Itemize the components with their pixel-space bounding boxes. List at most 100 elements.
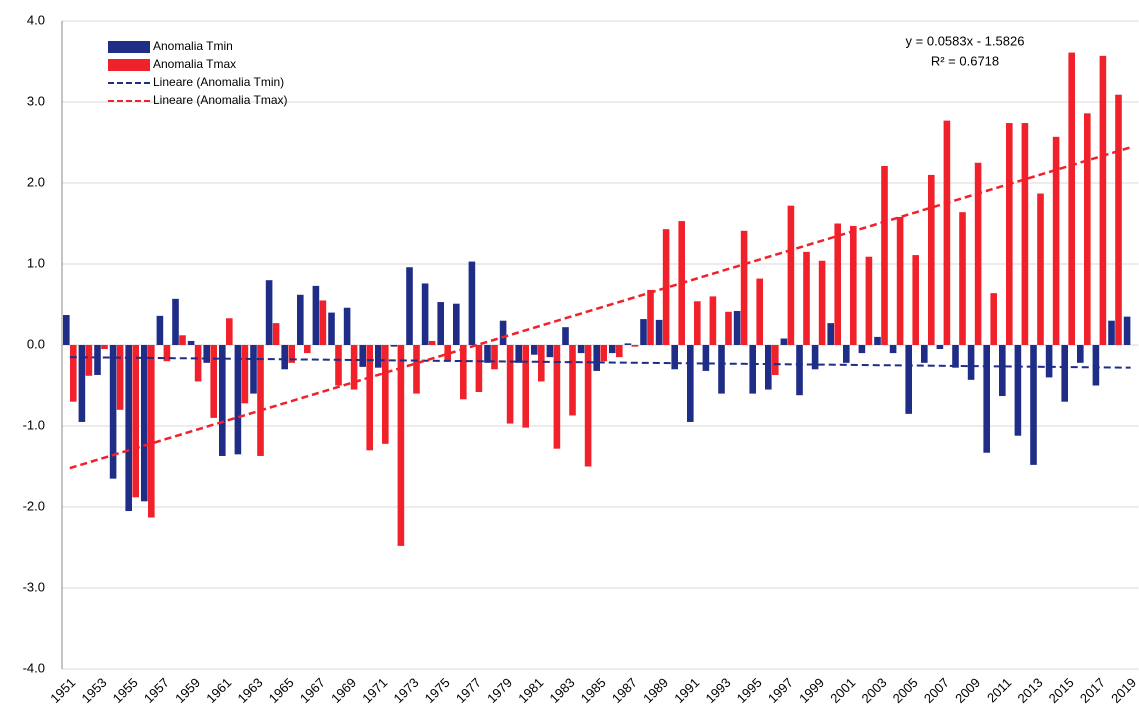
bar xyxy=(647,289,654,345)
trend-r2: R² = 0.6718 xyxy=(931,53,999,68)
x-tick-label: 1991 xyxy=(671,675,702,706)
bar xyxy=(281,345,288,370)
bar xyxy=(1045,345,1053,378)
bar xyxy=(70,345,77,402)
bar xyxy=(475,345,483,392)
bar xyxy=(1068,52,1075,346)
bar xyxy=(1099,55,1107,346)
x-tick-label: 2013 xyxy=(1014,675,1045,706)
x-tick-label: 2001 xyxy=(827,675,858,706)
bar xyxy=(366,345,373,451)
bar xyxy=(850,225,857,345)
bar xyxy=(132,345,139,498)
x-tick-label: 1995 xyxy=(734,675,765,706)
bar xyxy=(974,162,982,345)
bar xyxy=(156,315,164,345)
bar xyxy=(874,336,881,345)
bar xyxy=(694,301,701,345)
x-tick-label: 1999 xyxy=(796,675,827,706)
bar xyxy=(546,345,554,358)
legend-label: Anomalia Tmin xyxy=(153,39,233,53)
bar xyxy=(304,345,311,354)
bar xyxy=(811,345,819,370)
x-tick-label: 1993 xyxy=(702,675,733,706)
bar xyxy=(375,345,382,368)
bar xyxy=(515,345,522,363)
bar xyxy=(397,345,405,546)
bar xyxy=(78,345,86,422)
bar xyxy=(671,345,678,370)
bar xyxy=(553,345,561,449)
bar xyxy=(428,340,436,345)
x-tick-label: 2019 xyxy=(1108,675,1139,706)
bar xyxy=(1021,123,1029,345)
y-tick-label: -4.0 xyxy=(23,660,45,675)
bar xyxy=(1006,123,1013,345)
x-tick-label: 1987 xyxy=(609,675,640,706)
bar xyxy=(390,345,398,347)
trend-line xyxy=(69,146,1131,470)
x-tick-label: 1985 xyxy=(578,675,609,706)
bar xyxy=(593,345,600,371)
bar xyxy=(491,345,498,370)
bar xyxy=(219,345,226,456)
bar xyxy=(406,267,413,345)
bar xyxy=(453,303,460,345)
bar xyxy=(1052,136,1060,345)
bar xyxy=(905,345,912,414)
bar xyxy=(460,345,467,400)
bar xyxy=(226,318,233,345)
bar xyxy=(141,345,148,502)
y-tick-label: 0.0 xyxy=(27,336,45,351)
bar xyxy=(640,319,647,345)
bar xyxy=(655,319,663,345)
bar xyxy=(413,345,420,394)
y-tick-label: -1.0 xyxy=(23,417,45,432)
bar xyxy=(858,345,866,354)
x-tick-label: 2017 xyxy=(1077,675,1108,706)
bar xyxy=(959,212,966,345)
bar xyxy=(1084,113,1091,345)
bar xyxy=(109,345,117,479)
bar xyxy=(772,345,779,375)
legend-label: Lineare (Anomalia Tmin) xyxy=(153,75,284,89)
bar xyxy=(531,345,538,355)
bar xyxy=(1037,193,1044,345)
x-tick-label: 2015 xyxy=(1046,675,1077,706)
bar xyxy=(63,315,70,345)
bar xyxy=(194,345,202,382)
x-tick-label: 1951 xyxy=(47,675,78,706)
bar xyxy=(818,260,826,345)
y-tick-label: 2.0 xyxy=(27,174,45,189)
bar xyxy=(733,310,741,345)
bar xyxy=(421,283,429,345)
bar xyxy=(740,230,748,345)
x-tick-label: 1965 xyxy=(266,675,297,706)
bar xyxy=(444,345,451,362)
bar xyxy=(179,335,186,345)
bar xyxy=(569,345,576,416)
bar xyxy=(172,298,179,345)
bar xyxy=(522,345,529,428)
bar xyxy=(834,223,841,345)
bar xyxy=(85,345,93,376)
bar xyxy=(250,345,257,394)
bar xyxy=(1030,345,1037,465)
y-tick-label: 4.0 xyxy=(27,12,45,27)
x-tick-label: 1969 xyxy=(328,675,359,706)
bar xyxy=(562,327,569,345)
bar xyxy=(843,345,850,363)
bar xyxy=(1092,345,1100,386)
bar xyxy=(125,345,132,512)
bar xyxy=(999,345,1006,397)
bar xyxy=(718,345,725,394)
bar xyxy=(468,261,476,345)
bar xyxy=(241,345,249,404)
x-tick-label: 1967 xyxy=(297,675,328,706)
legend-label: Lineare (Anomalia Tmax) xyxy=(153,93,288,107)
legend-label: Anomalia Tmax xyxy=(153,57,236,71)
y-tick-label: -2.0 xyxy=(23,498,45,513)
x-tick-label: 1953 xyxy=(78,675,109,706)
